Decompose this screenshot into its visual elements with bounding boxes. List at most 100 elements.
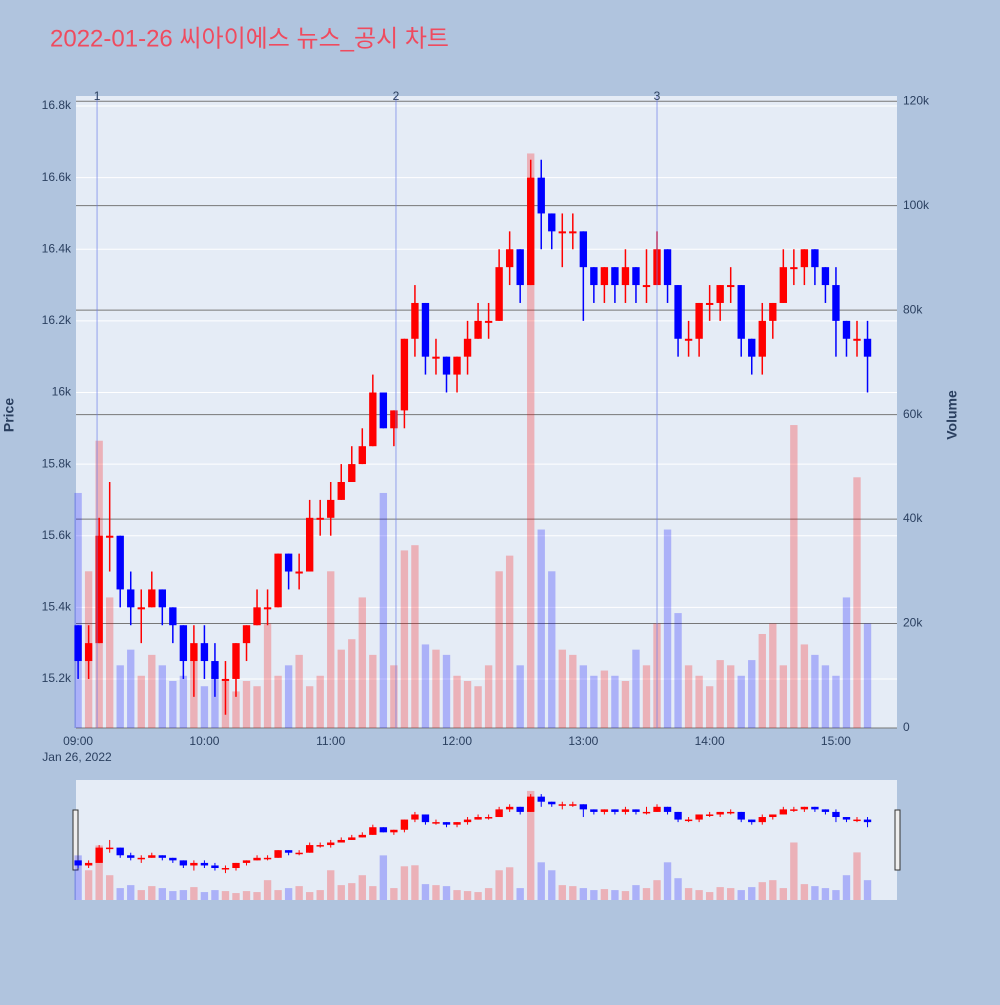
candle-body — [316, 517, 324, 520]
slider-volume-bar — [74, 855, 82, 900]
slider-volume-bar — [369, 886, 377, 900]
volume-bar — [105, 597, 114, 728]
slider-body — [137, 857, 145, 860]
candle-body — [516, 249, 524, 286]
marker-label: 2 — [393, 89, 400, 103]
slider-volume-bar — [127, 885, 135, 900]
candle-body — [621, 267, 630, 286]
candle-body — [358, 446, 366, 465]
y2-axis-title: Volume — [944, 390, 960, 440]
slider-volume-bar — [295, 886, 303, 900]
volume-bar — [558, 649, 566, 728]
volume-bar — [495, 571, 503, 728]
slider-body — [769, 814, 777, 818]
candle-body — [442, 356, 451, 375]
slider-body — [421, 814, 430, 823]
slider-volume-bar — [137, 890, 145, 900]
y2-tick-label: 60k — [903, 407, 923, 421]
volume-bar — [421, 644, 430, 728]
volume-bar — [737, 675, 745, 728]
slider-volume-bar — [400, 866, 409, 900]
candle-body — [74, 625, 82, 662]
candle-body — [179, 625, 188, 662]
slider-volume-bar — [442, 886, 451, 900]
slider-volume-bar — [863, 880, 872, 900]
volume-bar — [169, 680, 177, 728]
slider-volume-bar — [653, 880, 661, 900]
candle-body — [484, 320, 493, 323]
y2-tick-label: 80k — [903, 302, 923, 316]
slider-volume-bar — [579, 888, 588, 900]
slider-body — [432, 822, 440, 824]
slider-volume-bar — [737, 890, 745, 900]
slider-volume-bar — [642, 888, 651, 900]
slider-volume-bar — [842, 875, 851, 900]
volume-bar — [800, 644, 809, 728]
candle-body — [558, 231, 566, 234]
slider-body — [105, 847, 114, 850]
candle-body — [474, 320, 482, 339]
volume-bar — [358, 597, 366, 728]
volume-bar — [379, 492, 388, 728]
volume-bar — [127, 649, 135, 728]
slider-body — [684, 819, 693, 822]
slider-body — [705, 814, 714, 816]
slider-volume-bar — [211, 890, 219, 900]
candle-body — [305, 517, 314, 572]
volume-bar — [600, 670, 609, 728]
slider-volume-bar — [632, 885, 640, 900]
slider-body — [474, 817, 482, 820]
range-handle[interactable] — [72, 809, 79, 871]
volume-bar — [758, 633, 766, 728]
candle-body — [695, 302, 703, 339]
slider-body — [95, 847, 103, 863]
slider-volume-bar — [411, 865, 419, 900]
volume-bar — [211, 675, 219, 728]
slider-body — [442, 822, 451, 825]
volume-bar — [832, 675, 840, 728]
range-slider[interactable] — [76, 780, 897, 900]
volume-bar — [327, 571, 335, 728]
y2-tick-label: 0 — [903, 720, 910, 734]
volume-bar — [811, 654, 819, 728]
candle-body — [842, 320, 851, 339]
volume-bar — [663, 529, 672, 728]
slider-volume-bar — [695, 890, 703, 900]
volume-bar — [148, 654, 156, 728]
x-tick-label: 15:00 — [821, 734, 851, 748]
slider-body — [148, 855, 156, 858]
volume-bar — [611, 675, 619, 728]
volume-bar — [537, 529, 545, 728]
range-handle[interactable] — [894, 809, 901, 871]
candle-body — [600, 267, 609, 286]
volume-bar — [400, 550, 409, 728]
volume-bar — [727, 665, 735, 728]
slider-body — [127, 855, 135, 858]
candle-body — [684, 338, 693, 341]
volume-bar — [116, 665, 124, 728]
slider-volume-bar — [284, 888, 293, 900]
slider-volume-bar — [684, 888, 693, 900]
slider-volume-bar — [727, 888, 735, 900]
volume-bar — [579, 665, 588, 728]
slider-body — [842, 817, 851, 820]
candle-body — [242, 625, 251, 644]
y-tick-label: 15.6k — [42, 528, 72, 542]
volume-bar — [842, 597, 851, 728]
candle-body — [853, 338, 861, 341]
candle-body — [169, 607, 177, 626]
slider-body — [569, 804, 577, 806]
slider-body — [811, 806, 819, 810]
slider-volume-bar — [821, 888, 830, 900]
slider-volume-bar — [200, 892, 209, 900]
volume-bar — [179, 675, 188, 728]
slider-body — [779, 809, 788, 815]
y-tick-label: 16.6k — [42, 170, 72, 184]
slider-body — [337, 839, 345, 843]
volume-bar — [695, 675, 703, 728]
volume-bar — [527, 153, 535, 729]
slider-volume-bar — [611, 890, 619, 900]
volume-bar — [590, 675, 598, 728]
slider-body — [748, 819, 756, 823]
slider-body — [800, 806, 809, 810]
